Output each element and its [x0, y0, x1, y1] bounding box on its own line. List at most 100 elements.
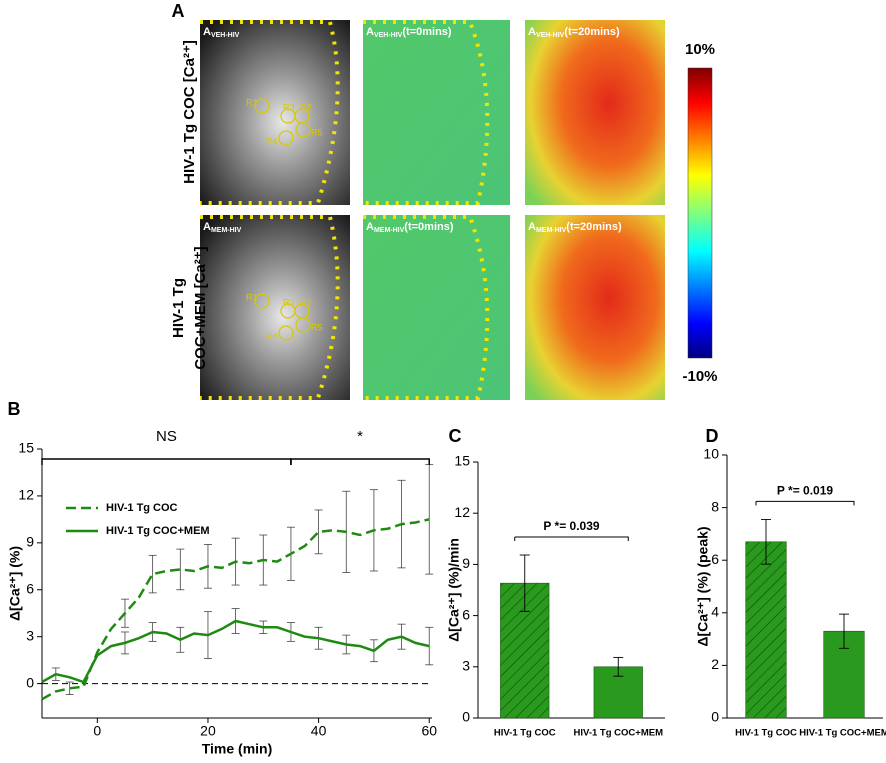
y-tick-label: 9: [462, 555, 470, 571]
image: [200, 215, 350, 400]
label-sub: VEH-HIV: [211, 32, 240, 39]
error-bar: [425, 626, 434, 666]
label-suffix: (t=0mins): [404, 221, 454, 233]
error-bar: [761, 518, 771, 565]
label-main: A: [366, 221, 374, 233]
y-tick-label: 0: [26, 674, 34, 690]
y-tick-label: 3: [26, 627, 34, 643]
image: [363, 215, 510, 400]
y-axis-label: Δ[Ca²⁺] (%): [7, 546, 23, 621]
error-bar: [519, 554, 530, 612]
x-tick-label: 40: [311, 723, 327, 739]
y-tick-label: 9: [26, 534, 34, 550]
error-bar: [613, 656, 624, 677]
row-label: HIV-1 Tg COC [Ca²⁺]: [181, 40, 198, 184]
panel-label: D: [706, 426, 719, 446]
series-line: [41, 619, 430, 684]
roi-label: R5: [311, 127, 323, 137]
label-suffix: (t=20mins): [564, 26, 620, 38]
error-bar: [176, 548, 185, 591]
colorbar-max: 10%: [685, 41, 715, 58]
roi: [278, 130, 294, 146]
label-sub: MEM-HIV: [536, 227, 567, 234]
image-label: AVEH-HIV(t=0mins): [366, 26, 452, 39]
roi: [280, 303, 296, 319]
y-tick-label: 6: [26, 580, 34, 596]
panel-label: A: [172, 1, 185, 21]
y-tick-label: 4: [711, 604, 719, 620]
roi-label: R1: [246, 97, 258, 107]
y-tick-label: 2: [711, 656, 719, 672]
label-sub: VEH-HIV: [536, 32, 565, 39]
bracket: [290, 458, 430, 465]
y-axis-label: Δ[Ca²⁺] (%) (peak): [695, 526, 711, 646]
image: [525, 20, 665, 205]
label-suffix: (t=20mins): [566, 221, 622, 233]
x-tick-label: HIV-1 Tg COC: [735, 728, 797, 739]
label-main: A: [203, 26, 211, 38]
label-main: A: [528, 221, 536, 233]
y-tick-label: 0: [711, 709, 719, 725]
label-suffix: (t=0mins): [402, 26, 452, 38]
label-sub: VEH-HIV: [374, 32, 403, 39]
comparison-label: P *= 0.019: [777, 484, 833, 498]
label-sub: MEM-HIV: [374, 227, 405, 234]
y-tick-label: 12: [454, 504, 470, 520]
bracket-label: NS: [156, 428, 177, 445]
y-tick-label: 8: [711, 498, 719, 514]
image-label: AMEM-HIV(t=0mins): [366, 221, 454, 234]
image: [200, 20, 350, 205]
y-axis-label: Δ[Ca²⁺] (%)/min: [446, 538, 462, 642]
roi-label: R1: [246, 292, 258, 302]
y-tick-label: 0: [462, 709, 470, 725]
image-label: AVEH-HIV(t=20mins): [528, 26, 620, 39]
error-bar: [314, 509, 323, 555]
bracket-label: *: [357, 428, 363, 445]
y-tick-label: 15: [454, 453, 470, 469]
roi-label: R3: [283, 297, 295, 307]
panel-label: C: [449, 426, 462, 446]
colorbar: [687, 67, 713, 359]
legend-label: HIV-1 Tg COC+MEM: [106, 525, 210, 537]
y-tick-label: 12: [18, 487, 34, 503]
label-sub: MEM-HIV: [211, 227, 242, 234]
roi: [254, 98, 270, 114]
series-line: [41, 518, 430, 701]
roi: [254, 293, 270, 309]
roi-label: R2: [300, 102, 312, 112]
x-axis-label: Time (min): [202, 741, 273, 757]
label-main: A: [203, 221, 211, 233]
roi-label: R3: [283, 102, 295, 112]
row-label: COC+MEM [Ca²⁺]: [192, 246, 209, 369]
comparison-label: P *= 0.039: [543, 519, 599, 533]
roi-label: R4: [266, 331, 278, 341]
x-tick-label: 20: [200, 723, 216, 739]
image-label: AMEM-HIV: [203, 221, 242, 234]
image: [363, 20, 510, 205]
roi: [280, 108, 296, 124]
image-label: AMEM-HIV(t=20mins): [528, 221, 622, 234]
x-tick-label: HIV-1 Tg COC: [494, 728, 556, 739]
x-tick-label: HIV-1 Tg COC+MEM: [799, 728, 886, 739]
y-tick-label: 6: [711, 551, 719, 567]
x-tick-label: HIV-1 Tg COC+MEM: [574, 728, 664, 739]
legend-label: HIV-1 Tg COC: [106, 502, 178, 514]
error-bar: [148, 554, 157, 594]
y-tick-label: 6: [462, 606, 470, 622]
roi: [295, 122, 311, 138]
error-bar: [839, 613, 849, 649]
panel-label: B: [8, 399, 21, 419]
bracket: [41, 458, 292, 465]
y-tick-label: 15: [18, 440, 34, 456]
x-tick-label: 0: [93, 723, 101, 739]
label-main: A: [366, 26, 374, 38]
bar: [745, 541, 787, 719]
y-tick-label: 10: [703, 446, 719, 462]
roi-label: R4: [266, 136, 278, 146]
x-tick-label: 60: [421, 723, 437, 739]
row-label: HIV-1 Tg: [170, 278, 187, 338]
roi-label: R5: [311, 322, 323, 332]
y-tick-label: 3: [462, 658, 470, 674]
panel-a: [200, 20, 713, 400]
